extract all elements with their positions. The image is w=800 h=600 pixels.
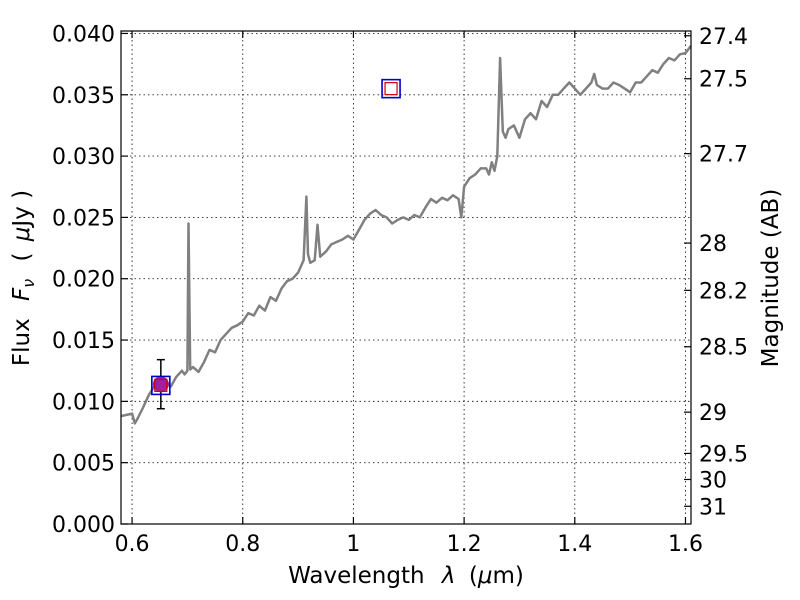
x-tick-label: 1.6	[668, 532, 703, 557]
x-axis-label-unit-rest: m)	[492, 563, 523, 589]
x-tick-label: 1	[346, 532, 360, 557]
photometry-square-inner	[384, 82, 398, 96]
y2-axis-label: Magnitude (AB)	[758, 189, 784, 368]
x-axis: 0.6 0.8 1 1.2 1.4 1.6	[115, 31, 703, 557]
y-axis-label-unit-rest: Jy )	[9, 190, 35, 229]
y-axis-label-symbol-sub: ν	[19, 279, 38, 288]
spectrum-line	[120, 44, 693, 425]
y2-tick-label: 28.2	[699, 279, 748, 304]
photometry-square-outer	[151, 375, 171, 396]
y2-tick-label: 27.7	[699, 143, 748, 168]
y2-tick-label: 30	[699, 468, 727, 493]
photometry-square-inner	[154, 378, 168, 393]
y-axis-label-unit-mu: μ	[9, 227, 35, 243]
x-axis-label-symbol: λ	[440, 563, 456, 589]
y-tick-label: 0.000	[52, 513, 115, 538]
x-tick-label: 0.8	[225, 532, 260, 557]
x-axis-label-unit-mu: μ	[477, 563, 493, 589]
y-tick-label: 0.025	[52, 206, 115, 231]
x-tick-label: 1.2	[447, 532, 482, 557]
y-tick-label: 0.030	[52, 145, 115, 170]
x-axis-label: Wavelength λ (μm)	[288, 563, 524, 589]
y2-tick-label: 28	[699, 232, 727, 257]
y-axis-label-symbol: F	[9, 287, 35, 301]
y-axis-label-unit-open: (	[9, 253, 35, 262]
y-tick-label: 0.015	[52, 329, 115, 354]
y-tick-label: 0.010	[52, 390, 115, 415]
plot-frame	[120, 30, 692, 525]
y2-tick-label: 31	[699, 495, 727, 520]
x-tick-label: 0.6	[115, 532, 150, 557]
y-axis-label: Flux Fν ( μJy )	[9, 190, 40, 366]
y-axis-label-main: Flux	[9, 318, 35, 366]
y2-tick-label: 29.5	[699, 442, 748, 467]
y-tick-label: 0.035	[52, 84, 115, 109]
y2-tick-label: 28.5	[699, 336, 748, 361]
x-axis-label-unit-open: (	[469, 563, 478, 589]
x-axis-label-main: Wavelength	[288, 563, 424, 589]
grid	[121, 31, 691, 525]
x-tick-label: 1.4	[557, 532, 592, 557]
photometry-square-outer	[381, 78, 401, 99]
y-axis: 0.000 0.005 0.010 0.015 0.020 0.025 0.030 0.035…	[52, 22, 128, 538]
y-tick-label: 0.020	[52, 268, 115, 293]
spectrum-series	[120, 44, 693, 425]
y-tick-label: 0.005	[52, 452, 115, 477]
y-tick-label: 0.040	[52, 22, 115, 47]
y2-tick-label: 27.4	[699, 25, 748, 50]
y2-tick-label: 27.5	[699, 68, 748, 93]
photometry-points	[151, 78, 401, 410]
y2-tick-label: 29	[699, 401, 727, 426]
